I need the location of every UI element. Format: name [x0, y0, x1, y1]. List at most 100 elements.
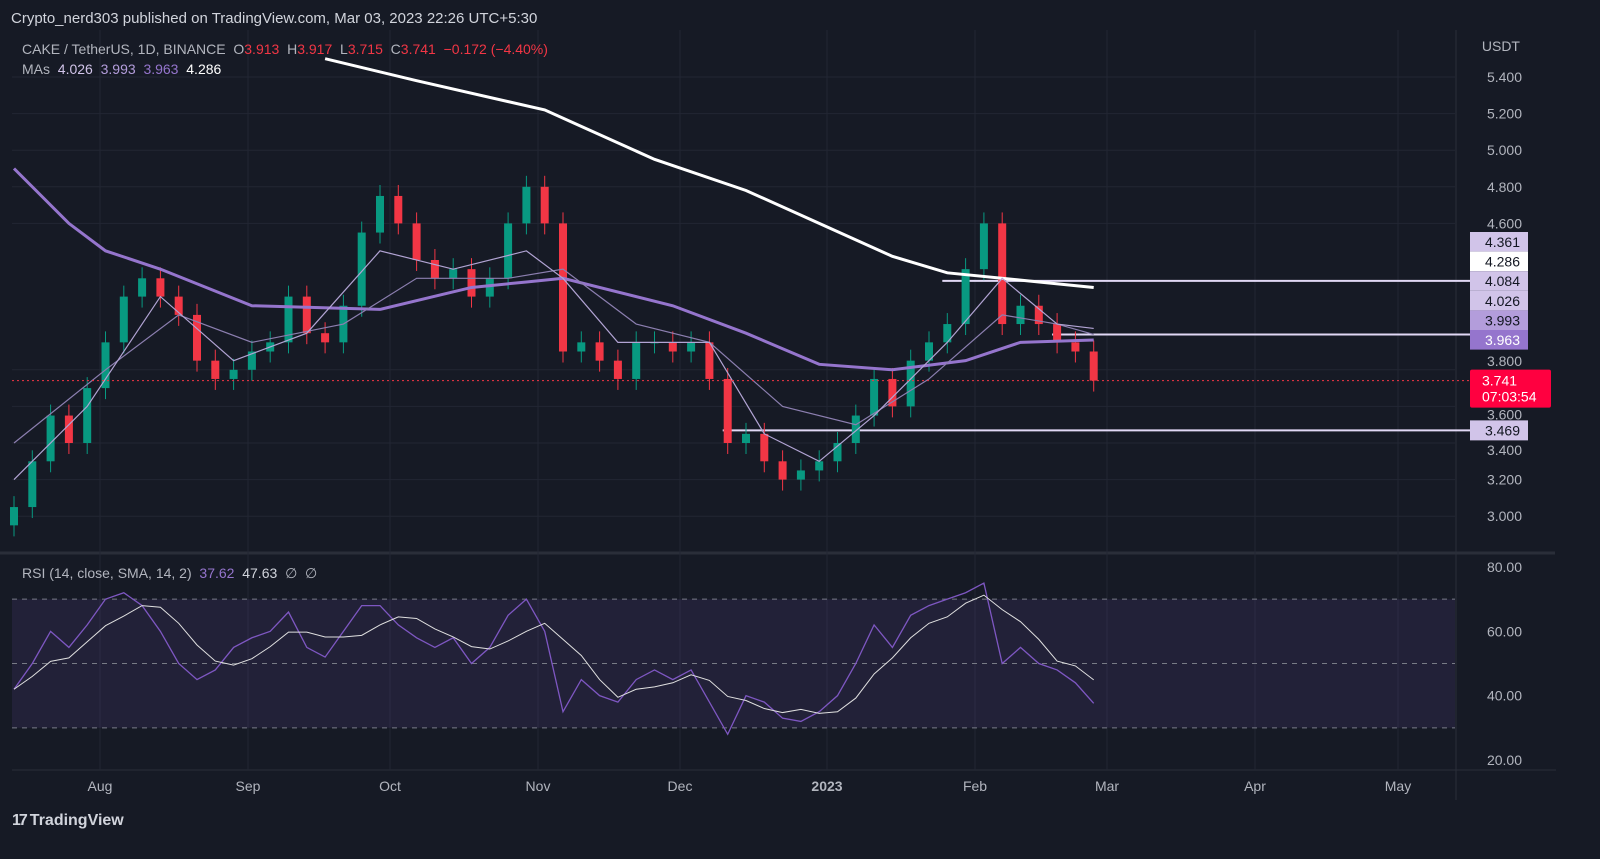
y-tick-label: 3.800 [1487, 353, 1522, 369]
rsi-y-tick: 20.00 [1487, 752, 1522, 768]
ma-value-1: 4.026 [57, 61, 93, 77]
candle [339, 305, 348, 343]
close-label: C [390, 41, 401, 57]
price-label: 4.286 [1485, 254, 1520, 270]
x-tick-label: Apr [1244, 778, 1266, 794]
candle [705, 342, 714, 379]
candle [394, 195, 403, 224]
candle [632, 342, 641, 379]
candle [595, 342, 604, 361]
candle [504, 223, 513, 279]
candle [64, 415, 73, 443]
price-pane [12, 30, 1455, 552]
last-price-box [1470, 369, 1551, 408]
price-label: 4.084 [1485, 273, 1520, 289]
candle [906, 360, 915, 407]
candle [577, 342, 586, 352]
candle [833, 443, 842, 462]
publisher-line: Crypto_nerd303 published on TradingView.… [11, 10, 538, 27]
x-tick-label: Sep [236, 778, 261, 794]
candle [668, 342, 677, 352]
ma-value-2: 3.993 [100, 61, 136, 77]
x-tick-label: Nov [526, 778, 551, 794]
candle [1089, 351, 1098, 381]
rsi-sma-value: 47.63 [242, 565, 278, 581]
price-label-box [1470, 251, 1528, 272]
price-label-box [1470, 290, 1528, 311]
candle [1034, 305, 1043, 325]
candle [321, 333, 330, 343]
moving-average-line [324, 57, 1094, 289]
candle [1071, 342, 1080, 352]
candle [1016, 305, 1025, 325]
x-tick-label: Feb [963, 778, 987, 794]
candle [46, 415, 55, 462]
candle [522, 186, 531, 224]
rsi-line [13, 582, 1095, 736]
x-tick-label: Aug [88, 778, 113, 794]
price-label-box [1470, 271, 1528, 291]
tradingview-logo[interactable]: 17 TradingView [12, 812, 124, 830]
high-label: H [287, 41, 298, 57]
rsi-legend: RSI (14, close, SMA, 14, 2) 37.62 47.63 … [22, 565, 317, 582]
candle [284, 296, 293, 343]
x-tick-label: Dec [668, 778, 693, 794]
candle [174, 296, 183, 315]
open-label: O [233, 41, 245, 57]
candle [357, 232, 366, 306]
candle [485, 278, 494, 297]
currency-label: USDT [1482, 38, 1521, 54]
symbol-name[interactable]: CAKE / TetherUS, 1D, BINANCE [22, 41, 226, 57]
price-label: 4.361 [1485, 234, 1520, 250]
candle [430, 260, 439, 279]
last-price-label: 3.741 [1482, 373, 1517, 389]
y-tick-label: 5.200 [1487, 106, 1522, 122]
symbol-legend: CAKE / TetherUS, 1D, BINANCE O3.913 H3.9… [22, 41, 548, 57]
candle [961, 269, 970, 325]
price-label: 3.963 [1485, 332, 1520, 348]
x-tick-label: 2023 [811, 778, 842, 794]
candle [229, 369, 238, 379]
ma-value-4: 4.286 [186, 61, 222, 77]
candle [870, 378, 879, 416]
candle [559, 223, 567, 352]
price-label-box [1470, 310, 1528, 330]
x-tick-label: Mar [1095, 778, 1119, 794]
rsi-value: 37.62 [199, 565, 235, 581]
ma-label[interactable]: MAs [22, 61, 50, 77]
candle [119, 296, 128, 343]
moving-average-line [12, 167, 1094, 372]
price-label-box [1470, 232, 1528, 252]
candle [760, 433, 769, 462]
rsi-label[interactable]: RSI (14, close, SMA, 14, 2) [22, 565, 192, 581]
candle [302, 296, 311, 334]
moving-average-line [13, 250, 1094, 481]
open-value: 3.913 [244, 41, 280, 57]
tv-logo-icon: 17 [12, 812, 28, 829]
change-value: −0.172 (−4.40%) [443, 41, 548, 57]
candle [138, 278, 147, 297]
rsi-y-tick: 60.00 [1487, 623, 1522, 639]
candle [101, 342, 110, 389]
price-label: 3.993 [1485, 312, 1520, 328]
candle [193, 314, 201, 361]
ma-value-3: 3.963 [143, 61, 179, 77]
price-label: 4.026 [1485, 293, 1520, 309]
low-label: L [340, 41, 348, 57]
high-value: 3.917 [297, 41, 333, 57]
rsi-band [12, 599, 1455, 728]
candle [888, 378, 897, 407]
candle [376, 195, 384, 233]
candle [247, 351, 256, 370]
rsi-y-tick: 80.00 [1487, 559, 1522, 575]
candle [613, 360, 622, 379]
x-tick-label: Oct [379, 778, 401, 794]
candle [979, 223, 988, 270]
ma-legend: MAs 4.026 3.993 3.963 4.286 [22, 61, 221, 77]
y-tick-label: 4.800 [1487, 179, 1522, 195]
candle [650, 342, 659, 344]
candle [723, 378, 732, 443]
candle [467, 269, 476, 297]
candle [925, 342, 933, 361]
